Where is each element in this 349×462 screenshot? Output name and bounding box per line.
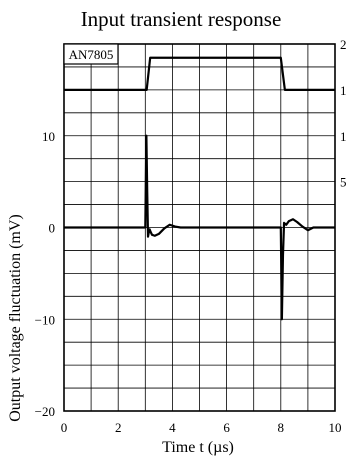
- y-tick-label: −20: [35, 404, 55, 419]
- y-axis-label: Output voltage fluctuation (mV): [7, 214, 24, 422]
- series-lines: [64, 56, 335, 321]
- chart-title: Input transient response: [81, 7, 282, 31]
- model-label: AN7805: [69, 47, 114, 62]
- y-axis-ticks: −20 −10 0 10: [35, 129, 55, 419]
- x-axis-label: Time t (µs): [162, 439, 234, 456]
- x-axis-ticks: 0 2 4 6 8 10: [61, 420, 342, 435]
- x-tick-label: 4: [169, 420, 176, 435]
- y-tick-label: 10: [42, 129, 55, 144]
- output-fluctuation-line: [64, 134, 335, 321]
- y-tick-label: 0: [49, 221, 56, 236]
- x-tick-label: 10: [329, 420, 342, 435]
- x-tick-label: 8: [278, 420, 285, 435]
- right-tick-label: 5: [340, 175, 347, 190]
- x-tick-label: 0: [61, 420, 68, 435]
- y-tick-label: −10: [35, 312, 55, 327]
- input-voltage-line: [64, 56, 335, 91]
- right-tick-label: 2: [340, 37, 347, 52]
- right-tick-label: 1: [340, 129, 347, 144]
- x-tick-label: 6: [223, 420, 230, 435]
- right-axis-ticks: 2 1 1 5: [340, 37, 347, 190]
- x-tick-label: 2: [115, 420, 122, 435]
- right-tick-label: 1: [340, 83, 347, 98]
- model-label-box: [63, 43, 119, 65]
